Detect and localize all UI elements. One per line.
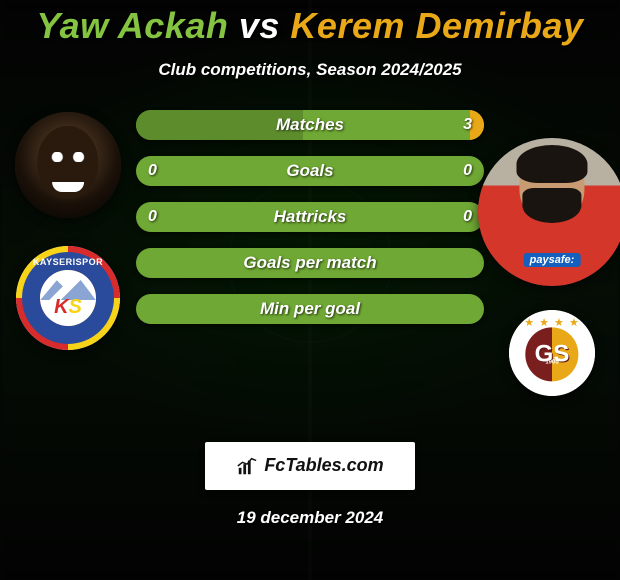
player2-beard <box>522 188 581 224</box>
watermark-inner: FcTables.com <box>236 455 383 477</box>
club1-k: K <box>54 296 68 318</box>
date-text: 19 december 2024 <box>237 508 384 528</box>
chart-icon <box>236 455 258 477</box>
stat-right-value: 0 <box>463 208 472 226</box>
content-container: Yaw Ackah vs Kerem Demirbay Club competi… <box>0 0 620 580</box>
stat-right-value: 3 <box>463 116 472 134</box>
title-vs: vs <box>239 5 280 46</box>
watermark-text: FcTables.com <box>264 455 383 476</box>
club1-s: S <box>69 296 82 318</box>
club1-center: KS <box>40 270 96 326</box>
main-row: KAYSERISPOR KS Matches 3 <box>0 110 620 396</box>
stat-label: Hattricks <box>274 207 347 227</box>
stat-bar-min-per-goal: Min per goal <box>136 294 484 324</box>
stat-left-value: 0 <box>148 162 157 180</box>
comparison-title: Yaw Ackah vs Kerem Demirbay <box>36 6 583 46</box>
player1-face-placeholder <box>15 112 121 218</box>
player2-club-badge: ★ ★ ★ ★ GS 1905 <box>509 310 595 396</box>
bar-fill-right <box>470 110 484 140</box>
stat-bar-hattricks: 0 Hattricks 0 <box>136 202 484 232</box>
player1-mouth <box>52 182 84 193</box>
club1-top-text: KAYSERISPOR <box>16 257 120 267</box>
club2-stars-icon: ★ ★ ★ ★ <box>509 316 595 329</box>
player2-hair <box>516 145 587 183</box>
stat-bar-goals-per-match: Goals per match <box>136 248 484 278</box>
stat-label: Goals <box>286 161 333 181</box>
player1-column: KAYSERISPOR KS <box>8 110 128 350</box>
stat-bar-goals: 0 Goals 0 <box>136 156 484 186</box>
player2-avatar: paysafe: <box>478 138 620 286</box>
stat-left-value: 0 <box>148 208 157 226</box>
club2-year: 1905 <box>545 360 558 366</box>
title-player1: Yaw Ackah <box>36 5 228 46</box>
subtitle: Club competitions, Season 2024/2025 <box>158 60 461 80</box>
stat-right-value: 0 <box>463 162 472 180</box>
player1-club-badge: KAYSERISPOR KS <box>16 246 120 350</box>
stat-label: Matches <box>276 115 344 135</box>
stat-label: Goals per match <box>243 253 376 273</box>
club1-initials: KS <box>40 296 96 319</box>
player1-avatar <box>15 112 121 218</box>
watermark-badge: FcTables.com <box>205 442 415 490</box>
stat-label: Min per goal <box>260 299 360 319</box>
title-player2: Kerem Demirbay <box>290 5 583 46</box>
player2-column: paysafe: ★ ★ ★ ★ GS 1905 <box>492 110 612 396</box>
player2-sponsor-text: paysafe: <box>524 253 581 267</box>
stat-bar-matches: Matches 3 <box>136 110 484 140</box>
stats-bars: Matches 3 0 Goals 0 0 Hattricks 0 Goals … <box>128 110 492 324</box>
